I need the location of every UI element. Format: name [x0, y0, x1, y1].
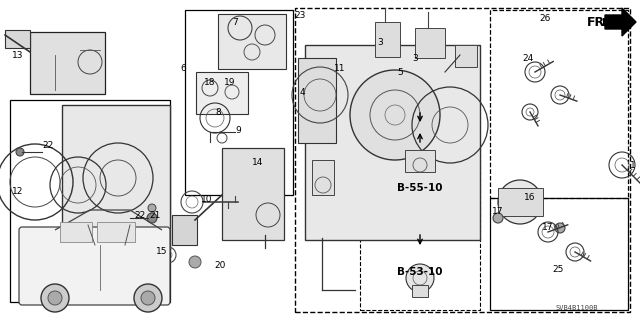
Circle shape — [134, 284, 162, 312]
Text: 14: 14 — [252, 157, 264, 166]
Bar — [415, 28, 445, 58]
Circle shape — [141, 291, 155, 305]
Bar — [360, 235, 480, 310]
Text: 22: 22 — [134, 211, 146, 220]
Bar — [312, 160, 334, 195]
Bar — [172, 215, 197, 245]
Text: 12: 12 — [12, 188, 24, 196]
Text: 23: 23 — [294, 11, 306, 20]
Text: 9: 9 — [235, 125, 241, 134]
Text: 3: 3 — [377, 37, 383, 46]
Text: 11: 11 — [334, 63, 346, 73]
Bar — [298, 58, 336, 143]
Circle shape — [189, 256, 201, 268]
Bar — [405, 150, 435, 172]
Text: 18: 18 — [204, 77, 216, 86]
Text: 20: 20 — [214, 260, 226, 269]
Text: 17: 17 — [542, 223, 554, 233]
Text: 24: 24 — [522, 53, 534, 62]
Text: 19: 19 — [224, 77, 236, 86]
Circle shape — [147, 213, 157, 223]
Bar — [498, 188, 543, 216]
Text: FR.: FR. — [602, 18, 622, 28]
Text: 8: 8 — [215, 108, 221, 116]
Text: 7: 7 — [232, 18, 238, 27]
Text: 10: 10 — [201, 196, 212, 204]
Text: FR.: FR. — [587, 15, 610, 28]
Text: 6: 6 — [180, 63, 186, 73]
Bar — [30, 32, 105, 94]
Circle shape — [498, 180, 542, 224]
Bar — [222, 148, 284, 240]
Bar — [375, 22, 400, 57]
Circle shape — [350, 70, 440, 160]
Circle shape — [148, 204, 156, 212]
Text: 5: 5 — [397, 68, 403, 76]
Text: B-55-10: B-55-10 — [397, 183, 443, 193]
Bar — [490, 198, 628, 310]
Text: 15: 15 — [156, 247, 168, 257]
FancyBboxPatch shape — [19, 227, 170, 305]
Bar — [218, 14, 286, 69]
Text: 1: 1 — [630, 161, 636, 170]
Circle shape — [555, 223, 565, 233]
Circle shape — [406, 264, 434, 292]
Bar — [412, 285, 428, 297]
Bar — [305, 45, 480, 240]
Text: 17: 17 — [492, 207, 504, 217]
Text: B-53-10: B-53-10 — [397, 267, 443, 277]
Circle shape — [41, 284, 69, 312]
Bar — [60, 222, 92, 242]
Bar — [295, 8, 630, 312]
Text: 25: 25 — [552, 266, 564, 275]
Text: 22: 22 — [42, 140, 54, 149]
Text: SVB4B1100B: SVB4B1100B — [556, 305, 598, 311]
Bar — [360, 145, 480, 232]
Circle shape — [48, 291, 62, 305]
Text: 4: 4 — [299, 87, 305, 97]
Circle shape — [16, 148, 24, 156]
Polygon shape — [605, 8, 636, 36]
Bar — [490, 10, 628, 198]
Text: 26: 26 — [540, 13, 550, 22]
Bar — [196, 72, 248, 114]
Text: 13: 13 — [12, 51, 24, 60]
Bar — [97, 222, 135, 242]
Bar — [62, 105, 170, 250]
Bar — [10, 100, 170, 302]
Bar — [185, 10, 293, 195]
Text: 16: 16 — [524, 194, 536, 203]
Bar — [455, 45, 477, 67]
Bar — [5, 30, 30, 48]
Text: 3: 3 — [412, 53, 418, 62]
Text: 21: 21 — [149, 211, 161, 220]
Circle shape — [493, 213, 503, 223]
